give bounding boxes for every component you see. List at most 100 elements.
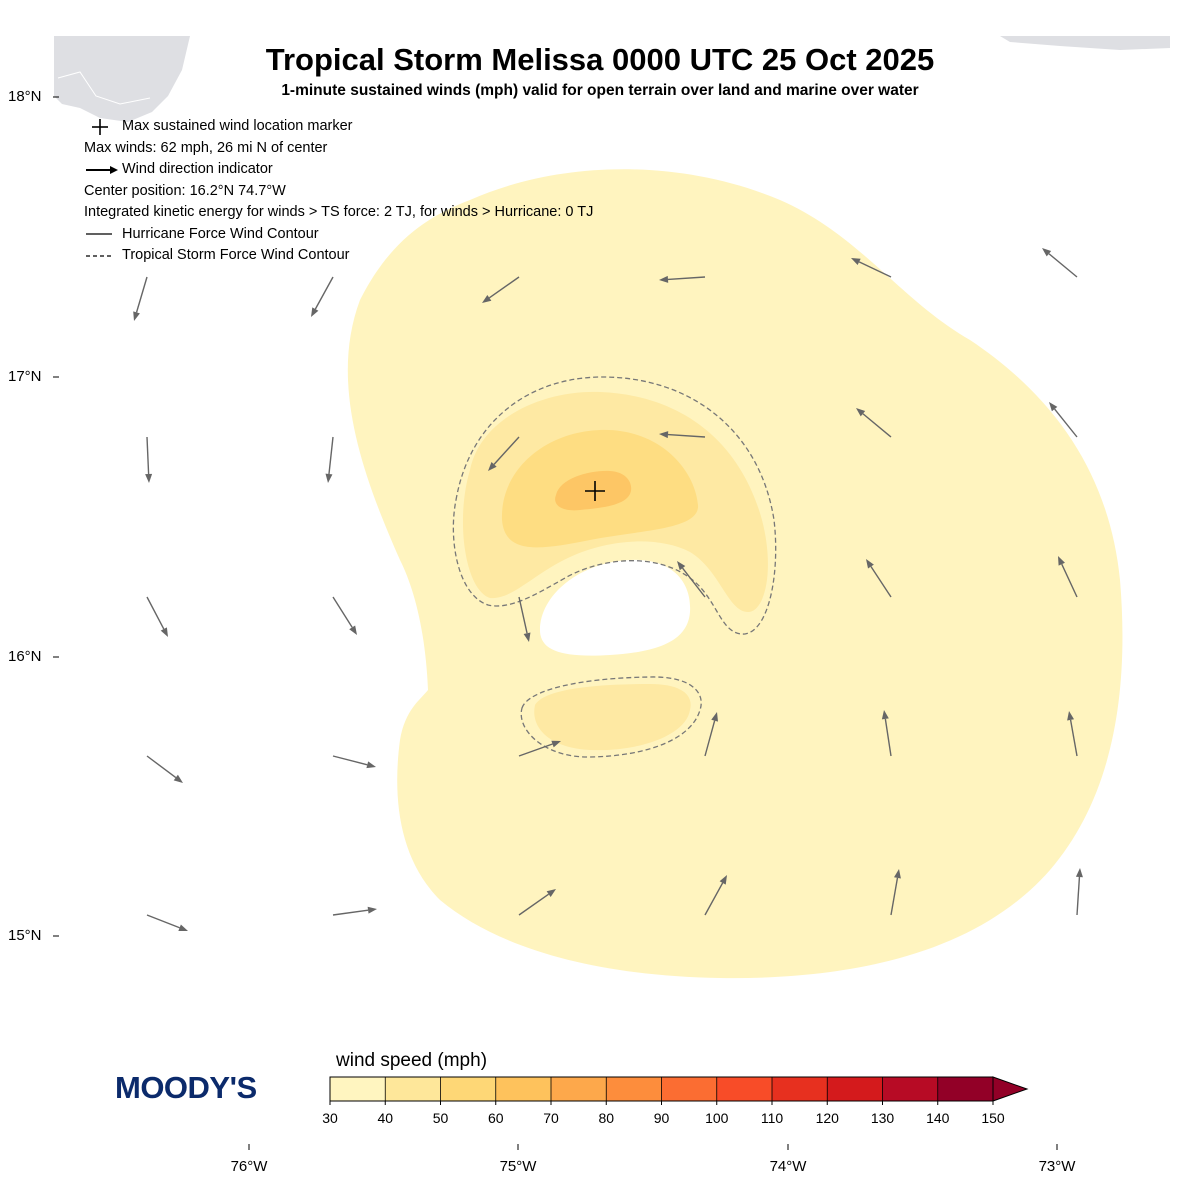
colorbar-segment xyxy=(772,1077,828,1101)
wind-arrow-shaft xyxy=(1069,719,1078,757)
wind-arrow-head xyxy=(551,740,561,748)
wind-arrow-head xyxy=(1058,556,1065,566)
wind-arrow-head xyxy=(367,906,377,914)
colorbar-tick-label: 120 xyxy=(815,1110,839,1126)
wind-arrow-head xyxy=(546,889,556,898)
wind-arrow-shaft xyxy=(493,436,520,465)
colorbar-segment xyxy=(440,1077,496,1101)
lon-tick-74: 74°W xyxy=(769,1158,807,1175)
legend-max-winds: Max winds: 62 mph, 26 mi N of center xyxy=(84,138,593,160)
colorbar xyxy=(329,1076,1029,1105)
wind-arrow-shaft xyxy=(135,276,148,313)
legend-wind-dir: Wind direction indicator xyxy=(84,159,593,181)
legend-hurricane-contour: Hurricane Force Wind Contour xyxy=(84,224,593,246)
ike-text: Integrated kinetic energy for winds > TS… xyxy=(84,204,594,220)
max-wind-marker xyxy=(585,481,605,501)
wind-arrow-shaft xyxy=(518,596,528,634)
wind-arrow-head xyxy=(1067,711,1075,721)
wind-arrow-head xyxy=(866,559,874,569)
legend-max-marker-label: Max sustained wind location marker xyxy=(122,118,353,134)
wind-arrow-shaft xyxy=(488,276,520,299)
wind-arrow-shaft xyxy=(858,261,892,278)
legend-max-marker: Max sustained wind location marker xyxy=(84,116,593,138)
center-position-text: Center position: 16.2°N 74.7°W xyxy=(84,182,286,199)
wind-arrow-shaft xyxy=(667,276,706,281)
lon-tick-75: 75°W xyxy=(499,1158,537,1175)
colorbar-tick-label: 70 xyxy=(543,1110,559,1126)
colorbar-tick-label: 100 xyxy=(705,1110,729,1126)
ts-contour-north xyxy=(452,376,777,635)
colorbar-tick-label: 130 xyxy=(870,1110,895,1126)
wind-arrow-head xyxy=(488,461,497,471)
lat-tick-16: 16°N xyxy=(8,648,42,665)
wind-arrow-shaft xyxy=(332,596,353,628)
wind-arrow-head xyxy=(1049,402,1058,412)
solid-line-icon xyxy=(84,227,122,241)
hispaniola-land xyxy=(1000,36,1170,50)
wind-arrow-shaft xyxy=(704,882,724,916)
wind-arrow-head xyxy=(366,761,376,769)
legend-wind-dir-label: Wind direction indicator xyxy=(122,161,273,177)
colorbar-tick-label: 50 xyxy=(432,1110,449,1126)
colorbar-tick-label: 30 xyxy=(322,1110,338,1126)
plus-marker-icon xyxy=(84,118,122,135)
colorbar-segment xyxy=(661,1077,717,1101)
colorbar-tick-label: 150 xyxy=(981,1110,1005,1126)
wind-arrow-head xyxy=(1075,868,1083,878)
wind-arrow-shaft xyxy=(890,877,899,916)
lon-tick-76: 76°W xyxy=(230,1158,268,1175)
colorbar-tick-label: 90 xyxy=(653,1110,670,1126)
wind-arrow-shaft xyxy=(704,720,716,757)
wind-arrow-head xyxy=(719,875,727,885)
wind-arrow-shaft xyxy=(518,743,553,757)
wind-arrow-shaft xyxy=(328,436,334,475)
wind-arrow-shaft xyxy=(667,433,706,438)
wind-arrow-shaft xyxy=(332,755,368,766)
wind-arrow-shaft xyxy=(314,276,334,310)
colorbar-segment xyxy=(330,1077,386,1101)
dashed-line-icon xyxy=(84,249,122,263)
wind-field-40-50-south xyxy=(534,684,691,751)
colorbar-segment xyxy=(551,1077,607,1101)
wind-arrow-shaft xyxy=(870,566,892,598)
wind-arrow-shaft xyxy=(862,413,892,438)
axis-ticks xyxy=(53,96,1058,1150)
wind-arrow-head xyxy=(659,275,669,283)
arrow-right-icon xyxy=(84,163,122,177)
wind-arrow-head xyxy=(659,431,669,439)
lat-tick-18: 18°N xyxy=(8,88,42,105)
wind-arrow-head xyxy=(133,311,140,321)
colorbar-extend-arrow xyxy=(992,1076,1029,1102)
map-subtitle: 1-minute sustained winds (mph) valid for… xyxy=(281,82,919,99)
colorbar-tick-label: 60 xyxy=(487,1110,504,1126)
wind-arrow-shaft xyxy=(518,893,550,916)
calm-region xyxy=(540,559,691,656)
wind-arrow-shaft xyxy=(681,567,706,598)
lon-tick-73: 73°W xyxy=(1038,1158,1076,1175)
colorbar-segment xyxy=(882,1077,938,1101)
wind-arrow-shaft xyxy=(884,718,892,757)
wind-arrow-head xyxy=(523,632,531,642)
wind-arrow-head xyxy=(677,561,686,571)
colorbar-segment xyxy=(385,1077,441,1101)
colorbar-tick-label: 80 xyxy=(598,1110,615,1126)
colorbar-tick-label: 40 xyxy=(377,1110,394,1126)
wind-arrow-head xyxy=(160,627,168,637)
legend-ike: Integrated kinetic energy for winds > TS… xyxy=(84,202,593,224)
lat-tick-15: 15°N xyxy=(8,927,42,944)
wind-arrow-head xyxy=(311,307,319,317)
moodys-logo: MOODY'S xyxy=(115,1070,257,1105)
max-winds-text: Max winds: 62 mph, 26 mi N of center xyxy=(84,139,328,156)
land-border xyxy=(57,71,151,105)
wind-arrow-head xyxy=(482,294,492,303)
wind-arrow-shaft xyxy=(146,596,165,630)
wind-arrow-head xyxy=(173,774,183,783)
colorbar-label: wind speed (mph) xyxy=(336,1050,488,1071)
jamaica-land xyxy=(54,36,190,122)
wind-arrow-shaft xyxy=(146,436,150,475)
wind-arrow-shaft xyxy=(1054,408,1078,438)
colorbar-segment xyxy=(606,1077,662,1101)
colorbar-segment xyxy=(827,1077,883,1101)
wind-arrow-head xyxy=(178,924,188,931)
